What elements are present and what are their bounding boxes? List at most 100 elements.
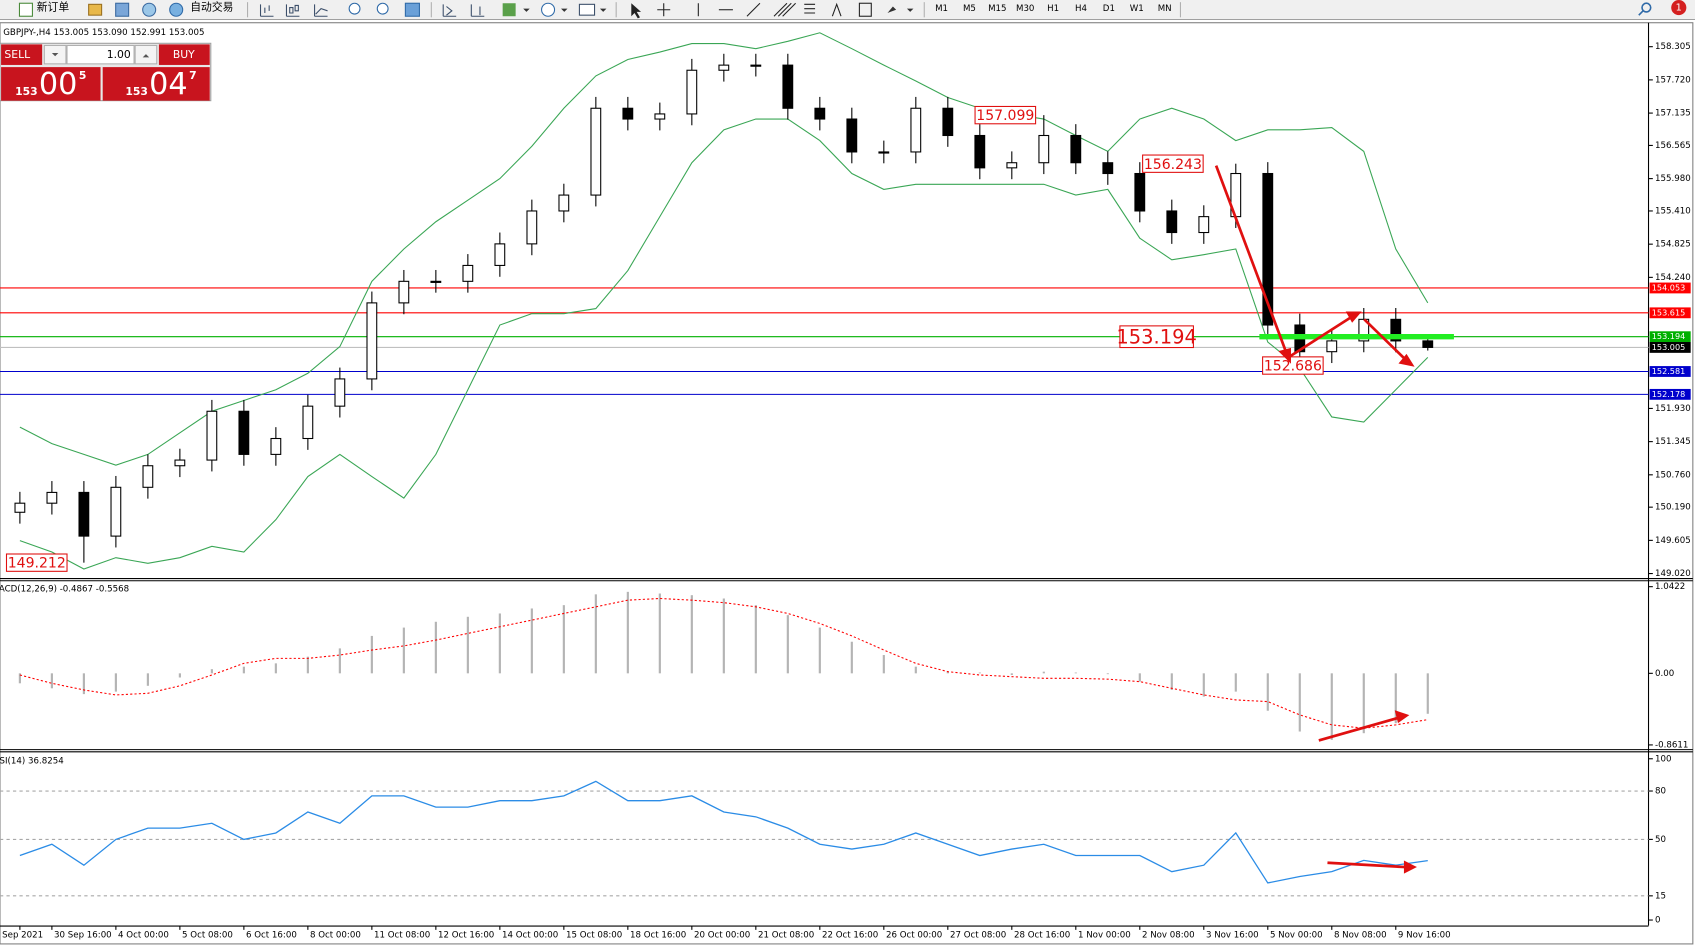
arrow bbox=[1327, 861, 1406, 869]
notification-badge[interactable] bbox=[1671, 0, 1687, 16]
timeframe[interactable]: M1 bbox=[935, 4, 948, 14]
dropdown[interactable] bbox=[561, 8, 568, 12]
arrow bbox=[1318, 716, 1400, 742]
band-upper bbox=[19, 32, 1429, 466]
arrow bbox=[1214, 165, 1288, 354]
timeframe[interactable]: W1 bbox=[1130, 4, 1144, 14]
sell-label[interactable]: SELL bbox=[4, 48, 30, 61]
text-tool[interactable] bbox=[831, 2, 842, 17]
candle-body bbox=[942, 107, 954, 137]
tool-icon[interactable] bbox=[285, 4, 300, 17]
dropdown[interactable] bbox=[523, 8, 530, 12]
search[interactable] bbox=[1641, 2, 1652, 13]
y-tick-label: 154.825 bbox=[1655, 240, 1691, 250]
macd-bar bbox=[1362, 673, 1365, 734]
candle-body bbox=[654, 113, 666, 120]
y-tick-label: 80 bbox=[1655, 787, 1666, 797]
fibo-tool[interactable] bbox=[804, 3, 816, 14]
x-tick-label: 28 Oct 16:00 bbox=[1014, 931, 1070, 941]
crosshair-tool[interactable] bbox=[657, 3, 671, 17]
timeframe[interactable]: MN bbox=[1158, 4, 1172, 14]
candle-body bbox=[814, 107, 826, 120]
x-tick-label: 8 Nov 08:00 bbox=[1334, 931, 1387, 941]
new-order[interactable]: 新订单 bbox=[37, 0, 70, 14]
timeframe[interactable]: H4 bbox=[1075, 4, 1087, 14]
tool-icon[interactable] bbox=[142, 2, 157, 17]
arrows-tool[interactable] bbox=[887, 6, 897, 13]
annotation-box bbox=[1262, 356, 1324, 375]
x-tick-label: 15 Oct 08:00 bbox=[566, 931, 622, 941]
buy-price-prefix: 153 bbox=[125, 85, 148, 98]
drawn-arrows bbox=[1214, 165, 1417, 874]
candle-body bbox=[526, 210, 538, 245]
macd-bar bbox=[882, 655, 885, 674]
level-tag bbox=[1649, 342, 1691, 353]
periods[interactable] bbox=[541, 2, 556, 17]
buy-label[interactable]: BUY bbox=[173, 48, 195, 61]
buy-price-point: 7 bbox=[189, 69, 197, 82]
x-tick-label: 26 Oct 00:00 bbox=[886, 931, 942, 941]
macd-bar bbox=[114, 673, 117, 692]
candle-body bbox=[334, 378, 346, 407]
cursor-tool[interactable] bbox=[631, 3, 642, 19]
timeframe[interactable]: M15 bbox=[988, 4, 1006, 14]
candle-body bbox=[110, 486, 122, 537]
macd-bar bbox=[82, 673, 85, 695]
y-tick-label: -0.8611 bbox=[1655, 740, 1688, 750]
volume-down-arrow bbox=[51, 53, 59, 57]
x-tick-label: 21 Oct 08:00 bbox=[758, 931, 814, 941]
macd-bar bbox=[1010, 673, 1013, 675]
label-tool[interactable] bbox=[858, 2, 872, 17]
dropdown[interactable] bbox=[906, 8, 914, 12]
candle-body bbox=[622, 107, 634, 120]
sell-price-big: 00 bbox=[39, 67, 77, 102]
search[interactable] bbox=[1638, 10, 1644, 16]
tool-icon[interactable] bbox=[314, 4, 328, 17]
x-tick-label: 5 Oct 08:00 bbox=[182, 931, 233, 941]
y-tick-label: 1.0422 bbox=[1655, 582, 1685, 592]
buy-price-box[interactable] bbox=[102, 67, 210, 101]
macd-bar bbox=[754, 605, 757, 674]
buy-price-big: 04 bbox=[149, 67, 187, 102]
macd-bar bbox=[338, 648, 341, 674]
tool-icon[interactable] bbox=[88, 3, 103, 16]
sell-price-point: 5 bbox=[79, 69, 87, 82]
tool-icon[interactable] bbox=[442, 4, 457, 17]
zoom-in[interactable] bbox=[348, 2, 361, 15]
tool-icon[interactable] bbox=[259, 4, 274, 17]
trendline-tool[interactable] bbox=[746, 2, 761, 17]
candle-body bbox=[1326, 340, 1338, 353]
candle-body bbox=[718, 64, 730, 71]
tool-icon[interactable] bbox=[115, 2, 130, 17]
new-order-icon[interactable] bbox=[18, 2, 33, 17]
level-label: 154.053 bbox=[1652, 282, 1686, 292]
macd-bar bbox=[178, 673, 181, 678]
auto-trading-icon[interactable] bbox=[169, 2, 184, 17]
arrow-head bbox=[1345, 311, 1362, 323]
sell-price-box[interactable] bbox=[1, 67, 101, 101]
channel-tool[interactable] bbox=[773, 2, 796, 17]
annotation-box bbox=[1119, 325, 1194, 349]
macd-bar bbox=[850, 641, 853, 674]
timeframe[interactable]: H1 bbox=[1047, 4, 1059, 14]
buy-button[interactable] bbox=[158, 44, 210, 65]
y-tick-label: 0.00 bbox=[1655, 669, 1674, 679]
sell-button[interactable] bbox=[1, 44, 43, 65]
timeframe[interactable]: M30 bbox=[1016, 4, 1034, 14]
tool-icon[interactable] bbox=[470, 4, 485, 17]
macd-bar bbox=[18, 673, 21, 684]
volume[interactable]: 1.00 bbox=[107, 48, 131, 61]
auto-trading[interactable]: 自动交易 bbox=[190, 0, 233, 14]
candle-body bbox=[1134, 172, 1146, 212]
tile-windows[interactable] bbox=[404, 2, 420, 17]
timeframe[interactable]: D1 bbox=[1103, 4, 1115, 14]
indicators[interactable] bbox=[502, 3, 516, 17]
volume-input[interactable] bbox=[66, 44, 135, 65]
templates[interactable] bbox=[578, 3, 596, 16]
timeframe[interactable]: M5 bbox=[963, 4, 976, 14]
level-label: 152.178 bbox=[1652, 389, 1686, 399]
x-tick-label: 9 Nov 16:00 bbox=[1398, 931, 1451, 941]
zoom-out[interactable] bbox=[376, 2, 389, 15]
dropdown[interactable] bbox=[599, 8, 607, 12]
